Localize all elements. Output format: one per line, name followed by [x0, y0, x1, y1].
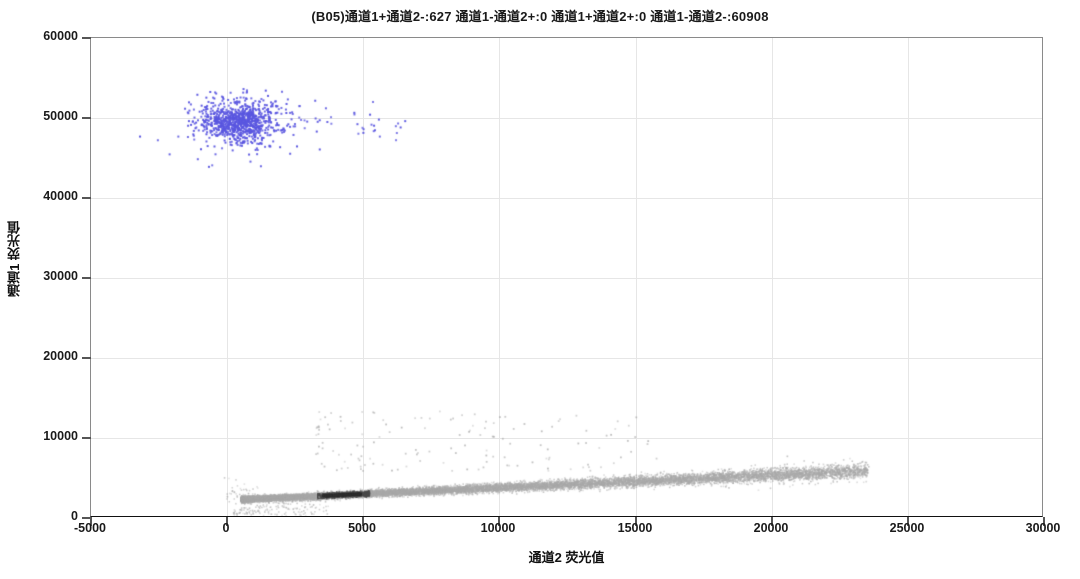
y-tick-label: 0: [71, 509, 78, 523]
y-tick-label: 40000: [43, 189, 78, 203]
y-axis-tick: [82, 437, 91, 439]
x-tick-label: 5000: [348, 521, 376, 535]
y-axis-tick: [82, 37, 91, 39]
y-axis-tick: [82, 357, 91, 359]
x-tick-label: 0: [222, 521, 230, 535]
x-axis-title: 通道2 荧光值: [528, 550, 605, 565]
y-axis-tick: [82, 117, 91, 119]
y-tick-label: 20000: [43, 349, 78, 363]
x-tick-label: 20000: [753, 521, 789, 535]
x-axis-tick: [226, 517, 228, 526]
x-axis-tick: [498, 517, 500, 526]
chart-title: (B05)通道1+通道2-:627 通道1-通道2+:0 通道1+通道2+:0 …: [311, 9, 769, 24]
x-axis-tick: [635, 517, 637, 526]
x-axis-tick: [90, 517, 92, 526]
x-axis-tick: [362, 517, 364, 526]
y-axis-tick: [82, 517, 91, 519]
x-tick-label: -5000: [74, 521, 106, 535]
plot-area: [90, 37, 1043, 517]
x-axis-tick: [1043, 517, 1045, 526]
x-tick-label: 30000: [1025, 521, 1061, 535]
y-axis-tick: [82, 277, 91, 279]
x-axis-tick: [907, 517, 909, 526]
x-tick-label: 25000: [889, 521, 925, 535]
y-axis-title-text: 通道1 荧光值: [6, 220, 22, 297]
y-axis-tick: [82, 197, 91, 199]
x-axis-tick: [771, 517, 773, 526]
y-tick-label: 50000: [43, 109, 78, 123]
y-tick-label: 60000: [43, 29, 78, 43]
x-tick-label: 15000: [617, 521, 653, 535]
x-tick-label: 10000: [480, 521, 516, 535]
scatter-points-layer: [91, 38, 1042, 516]
y-tick-label: 10000: [43, 429, 78, 443]
y-tick-label: 30000: [43, 269, 78, 283]
